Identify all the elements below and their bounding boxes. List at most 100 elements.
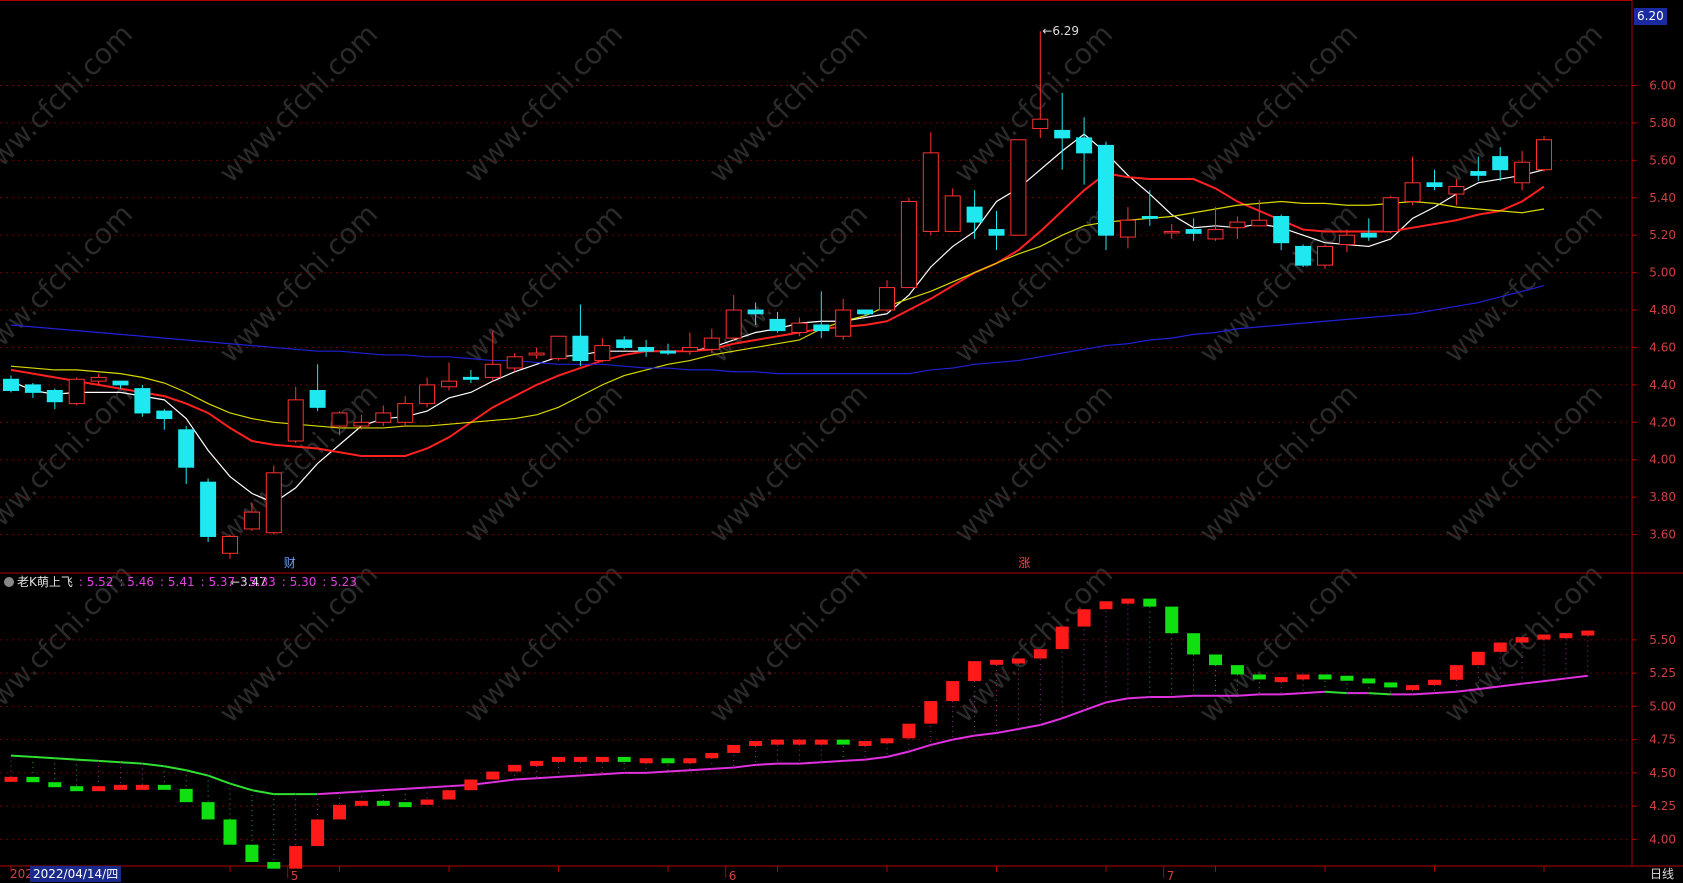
candle-body bbox=[309, 389, 326, 408]
candle bbox=[1273, 214, 1290, 251]
candle bbox=[879, 280, 895, 312]
indicator-block bbox=[880, 738, 894, 744]
indicator-tick-label: 4.75 bbox=[1649, 733, 1676, 747]
indicator-block bbox=[179, 788, 193, 803]
candle-body bbox=[922, 152, 939, 232]
watermark-text: www.cfchi.com bbox=[1437, 197, 1609, 369]
indicator-block bbox=[26, 776, 40, 783]
y-tick-label: 5.80 bbox=[1649, 116, 1676, 130]
indicator-block bbox=[245, 844, 259, 863]
candle bbox=[243, 502, 260, 531]
candle-body bbox=[813, 324, 830, 332]
watermark-text: www.cfchi.com bbox=[457, 197, 629, 369]
indicator-ma-segment bbox=[755, 762, 778, 766]
candle-body bbox=[879, 287, 895, 311]
y-tick-label: 4.80 bbox=[1649, 303, 1676, 317]
indicator-ma-segment bbox=[76, 758, 99, 762]
candle bbox=[1163, 223, 1180, 239]
candle-body bbox=[1492, 156, 1509, 171]
candle-body bbox=[660, 350, 676, 354]
candle bbox=[681, 332, 698, 355]
indicator-value-5: : 5.33 bbox=[241, 575, 276, 589]
indicator-block bbox=[376, 800, 390, 806]
candle bbox=[966, 190, 983, 239]
indicator-ma-segment bbox=[98, 759, 121, 764]
indicator-ma-segment bbox=[1434, 690, 1457, 695]
indicator-pane[interactable] bbox=[4, 598, 1595, 869]
indicator-block bbox=[48, 782, 62, 788]
candle-body bbox=[3, 378, 19, 391]
indicator-block bbox=[1099, 601, 1113, 610]
candle bbox=[1426, 169, 1443, 191]
candle bbox=[857, 309, 874, 316]
indicator-value-4: : 5.37 bbox=[200, 575, 236, 589]
cursor-date: 2022/04/14/四 bbox=[30, 866, 122, 882]
candle-body bbox=[1273, 215, 1290, 244]
candle-body bbox=[1382, 197, 1399, 232]
candle bbox=[1360, 218, 1377, 241]
candle bbox=[68, 377, 85, 406]
y-tick-label: 4.60 bbox=[1649, 340, 1676, 354]
candle-body bbox=[550, 335, 567, 360]
candle-body bbox=[572, 335, 589, 362]
period-label[interactable]: 日线 bbox=[1650, 867, 1675, 881]
candle bbox=[1032, 31, 1049, 138]
candle bbox=[616, 336, 633, 350]
indicator-block bbox=[617, 756, 631, 762]
current-price-label: 6.20 bbox=[1634, 8, 1667, 25]
indicator-ma-segment bbox=[427, 785, 450, 789]
candle-body bbox=[287, 399, 304, 442]
indicator-block bbox=[1340, 675, 1354, 681]
candle-body bbox=[857, 309, 874, 315]
indicator-tick-label: 5.25 bbox=[1649, 666, 1676, 680]
indicator-value-7: : 5.23 bbox=[322, 575, 357, 589]
candle-body bbox=[397, 403, 414, 423]
indicator-block bbox=[289, 846, 303, 869]
candle bbox=[287, 386, 304, 443]
indicator-block bbox=[1449, 665, 1463, 680]
candle-body bbox=[156, 410, 173, 420]
indicator-ma-segment bbox=[1456, 688, 1479, 693]
indicator-tick-label: 5.50 bbox=[1649, 633, 1676, 647]
annotations: ←6.29 ←3.47 财 涨 bbox=[230, 24, 1079, 589]
indicator-ma-segment bbox=[1521, 680, 1545, 685]
indicator-block bbox=[1581, 630, 1595, 636]
indicator-ma-segment bbox=[251, 789, 274, 796]
candle bbox=[156, 409, 173, 430]
candle-body bbox=[1229, 221, 1246, 229]
indicator-ma-segment bbox=[864, 755, 888, 761]
watermark-text: www.cfchi.com bbox=[947, 197, 1119, 369]
indicator-legend[interactable]: 老K萌上飞: 5.52: 5.46: 5.41: 5.37: 5.33: 5.3… bbox=[4, 573, 357, 590]
indicator-ma-segment bbox=[558, 774, 581, 778]
candle-body bbox=[68, 378, 85, 405]
candle bbox=[1010, 139, 1027, 236]
indicator-block bbox=[1165, 606, 1179, 634]
candle bbox=[178, 426, 195, 485]
candle-body bbox=[200, 481, 217, 537]
indicator-ma-segment bbox=[974, 731, 997, 737]
watermark-text: www.cfchi.com bbox=[947, 377, 1119, 549]
indicator-ma-segment bbox=[1040, 717, 1063, 726]
indicator-ma-segment bbox=[1281, 692, 1304, 696]
ma-line-3 bbox=[10, 200, 1545, 429]
watermark-text: www.cfchi.com bbox=[947, 557, 1119, 729]
candlesticks[interactable] bbox=[3, 31, 1552, 559]
collapse-icon[interactable] bbox=[4, 577, 14, 587]
indicator-block bbox=[201, 802, 215, 820]
indicator-block bbox=[1471, 651, 1485, 666]
indicator-block bbox=[1406, 685, 1420, 691]
y-tick-label: 5.60 bbox=[1649, 153, 1676, 167]
ma-line-4 bbox=[10, 285, 1545, 375]
y-tick-label: 6.00 bbox=[1649, 78, 1676, 92]
candle bbox=[747, 302, 764, 326]
candle-body bbox=[1470, 171, 1487, 176]
indicator-block bbox=[1033, 649, 1047, 659]
candle-body bbox=[703, 337, 720, 350]
indicator-ma-segment bbox=[799, 761, 822, 765]
indicator-ma-segment bbox=[1127, 696, 1150, 700]
candle bbox=[1141, 190, 1158, 226]
candle bbox=[90, 373, 107, 385]
candle-body bbox=[616, 339, 633, 348]
